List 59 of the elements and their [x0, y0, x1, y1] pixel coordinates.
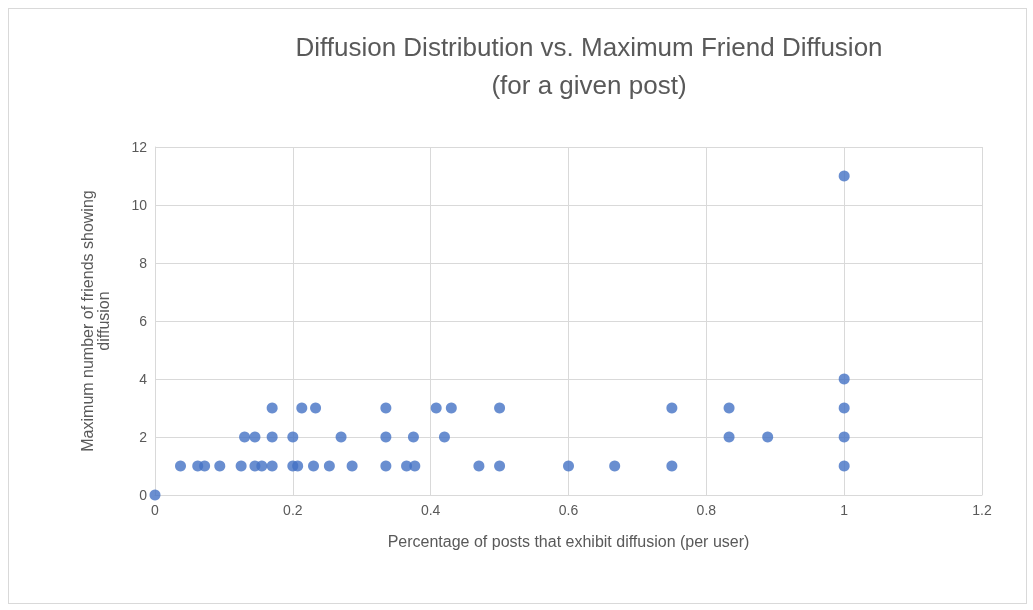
point	[239, 431, 251, 443]
point	[609, 460, 621, 472]
point	[346, 460, 358, 472]
point	[149, 489, 161, 501]
point	[666, 402, 678, 414]
point	[494, 402, 506, 414]
y-tick-label: 12	[131, 139, 148, 155]
point	[266, 431, 278, 443]
point	[235, 460, 247, 472]
point	[380, 402, 392, 414]
point	[266, 402, 278, 414]
y-tick-label: 4	[139, 371, 148, 387]
point	[175, 460, 186, 472]
x-axis-title: Percentage of posts that exhibit diffusion (per user)	[387, 532, 750, 550]
point	[438, 431, 450, 443]
point	[407, 431, 419, 443]
point	[310, 402, 322, 414]
point	[473, 460, 485, 472]
x-tick-label: 0	[151, 502, 160, 518]
point	[380, 431, 392, 443]
point	[266, 460, 278, 472]
x-tick-label: 0.8	[696, 502, 717, 518]
y-axis-title: Maximum number of friends showing diffusion	[78, 190, 112, 452]
point	[323, 460, 335, 472]
x-tick-label: 0.6	[558, 502, 579, 518]
point	[838, 402, 850, 414]
point	[380, 460, 392, 472]
point	[838, 460, 850, 472]
y-tick-label: 10	[131, 197, 148, 213]
point	[723, 402, 735, 414]
point	[214, 460, 226, 472]
point	[494, 460, 506, 472]
point	[723, 431, 735, 443]
point	[838, 431, 850, 443]
point	[666, 460, 678, 472]
x-tick-label: 1	[840, 502, 849, 518]
x-tick-label: 0.2	[283, 502, 303, 518]
y-tick-label: 2	[139, 429, 148, 445]
y-tick-label: 8	[139, 255, 148, 271]
point	[838, 373, 850, 385]
point	[287, 431, 299, 443]
y-tick-label: 6	[139, 313, 148, 329]
point	[256, 460, 268, 472]
point	[838, 170, 850, 182]
y-tick-label: 0	[139, 487, 148, 503]
point	[335, 431, 347, 443]
x-tick-label: 1.2	[972, 502, 992, 518]
point	[445, 402, 457, 414]
point	[249, 431, 261, 443]
point	[430, 402, 442, 414]
point	[762, 431, 774, 443]
chart-title: Diffusion Distribution vs. Maximum Friend Diffusion (for a given post)	[295, 32, 883, 100]
point	[292, 460, 304, 472]
point	[296, 402, 308, 414]
x-tick-label: 0.4	[420, 502, 441, 518]
point	[563, 460, 574, 472]
point	[308, 460, 320, 472]
point	[199, 460, 211, 472]
point	[409, 460, 421, 472]
